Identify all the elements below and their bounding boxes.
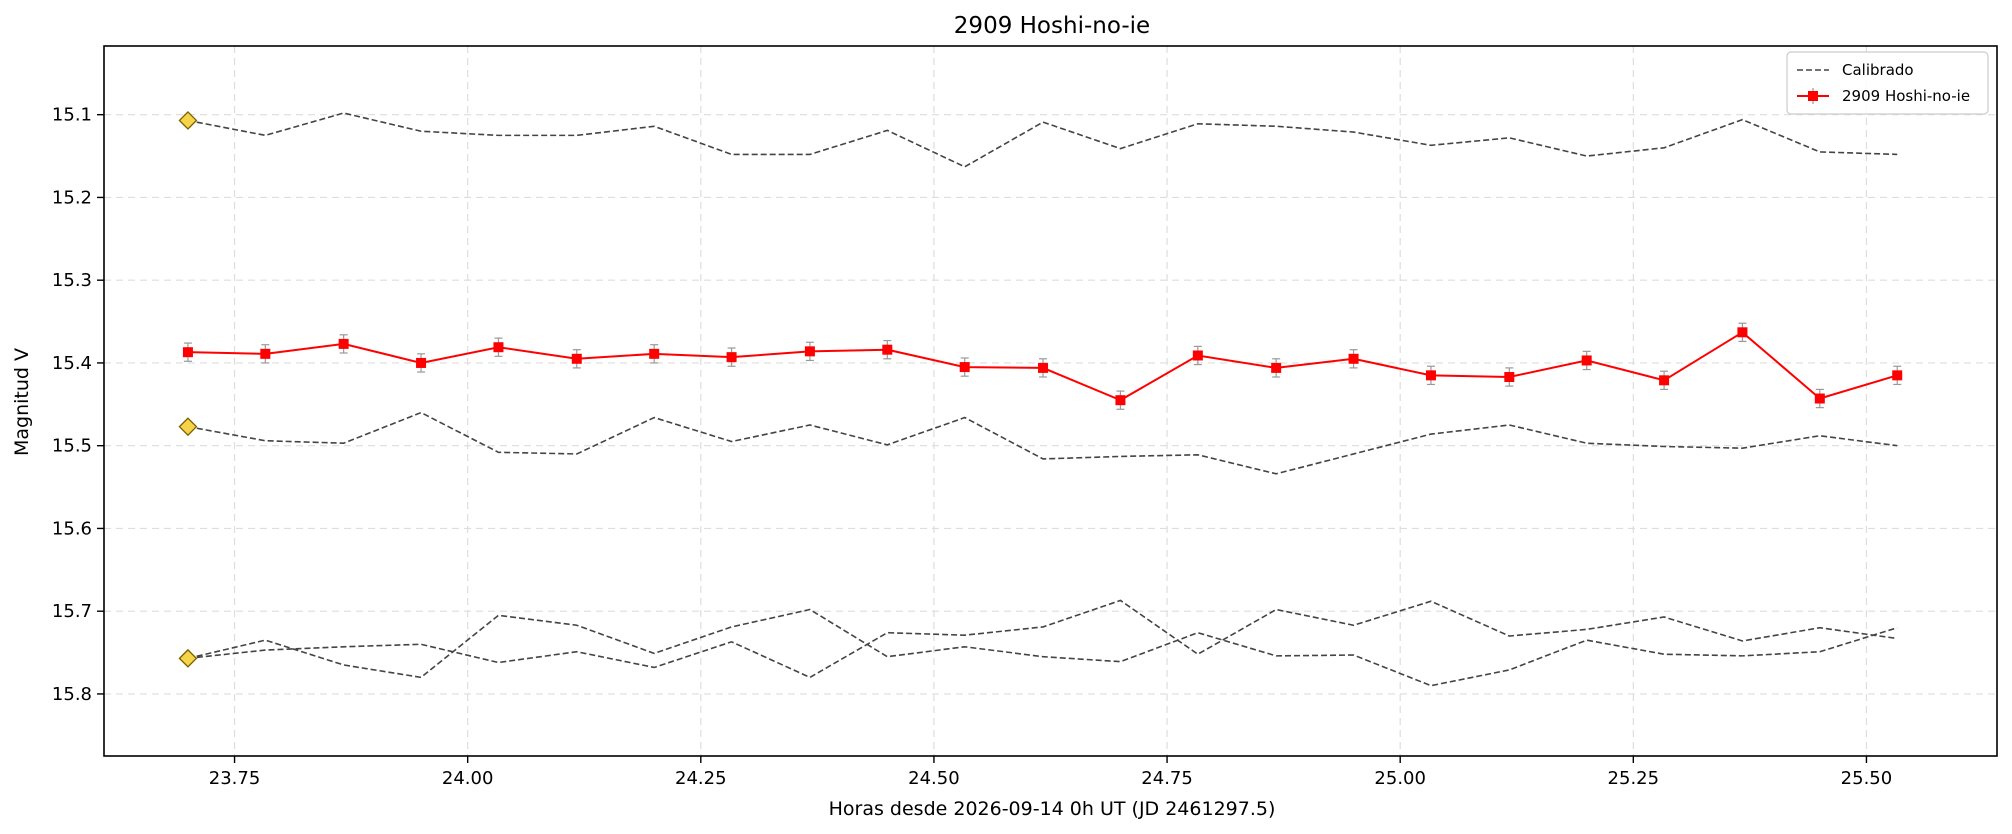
calibration-series-line-3 <box>187 599 1898 679</box>
y-axis-ticks: 15.1 15.2 15.3 15.4 15.5 15.6 15.7 15.8 <box>52 105 104 705</box>
legend-target-label: 2909 Hoshi-no-ie <box>1842 87 1970 105</box>
x-tick-label: 25.25 <box>1608 768 1660 789</box>
target-data-point <box>338 338 349 349</box>
y-tick-label: 15.7 <box>52 601 92 622</box>
calibration-series-line-1 <box>187 112 1898 168</box>
y-tick-label: 15.5 <box>52 436 92 457</box>
target-data-point <box>1504 372 1515 383</box>
x-tick-label: 24.25 <box>675 768 727 789</box>
target-data-point <box>1892 370 1903 381</box>
target-data-point <box>1425 370 1436 381</box>
x-axis-title: Horas desde 2026-09-14 0h UT (JD 2461297… <box>829 798 1276 820</box>
target-data-point <box>1659 375 1670 386</box>
x-tick-label: 24.50 <box>908 768 960 789</box>
calibration-series-line-2 <box>187 411 1898 475</box>
y-tick-label: 15.2 <box>52 187 92 208</box>
target-data-point <box>959 362 970 373</box>
grid <box>104 46 1997 756</box>
target-data-point <box>1271 362 1282 373</box>
legend-calibration-label: Calibrado <box>1842 61 1914 79</box>
target-data-point <box>804 346 815 357</box>
target-data-point <box>1814 393 1825 404</box>
legend-box <box>1786 51 1989 115</box>
target-data-point <box>493 342 504 353</box>
legend: Calibrado 2909 Hoshi-no-ie <box>1786 51 1989 115</box>
x-tick-label: 25.50 <box>1841 768 1893 789</box>
reference-star-marker <box>178 111 198 130</box>
reference-star-marker <box>178 648 198 668</box>
x-axis-ticks: 23.75 24.00 24.25 24.50 24.75 25.00 25.25 25.50 <box>209 756 1892 789</box>
y-tick-label: 15.8 <box>52 684 92 705</box>
target-data-point <box>571 353 582 364</box>
target-data-point <box>1192 350 1203 361</box>
x-tick-label: 25.00 <box>1374 768 1426 789</box>
target-data-point <box>1348 353 1359 364</box>
x-tick-label: 24.00 <box>442 768 494 789</box>
target-data-point <box>1115 395 1126 406</box>
x-tick-label: 24.75 <box>1141 768 1193 789</box>
target-data-point <box>1038 362 1049 373</box>
y-tick-label: 15.1 <box>52 105 92 126</box>
legend-target-marker <box>1808 91 1818 101</box>
target-data-point <box>649 348 660 359</box>
y-axis-title: Magnitud V <box>11 348 33 456</box>
target-data-point <box>726 352 737 363</box>
chart-title: 2909 Hoshi-no-ie <box>954 13 1150 39</box>
target-data-point <box>260 348 271 359</box>
calibration-series-line-4 <box>187 608 1898 687</box>
x-tick-label: 23.75 <box>209 768 261 789</box>
plot-frame <box>103 45 1998 757</box>
target-data-point <box>882 344 893 355</box>
target-data-point <box>1581 355 1592 366</box>
y-tick-label: 15.6 <box>52 518 92 539</box>
target-data-point <box>1737 327 1748 338</box>
reference-star-marker <box>178 417 198 437</box>
y-tick-label: 15.4 <box>52 353 92 374</box>
target-data-point <box>182 347 193 358</box>
series-layer <box>178 111 1903 687</box>
y-tick-label: 15.3 <box>52 270 92 291</box>
target-data-point <box>416 357 427 368</box>
